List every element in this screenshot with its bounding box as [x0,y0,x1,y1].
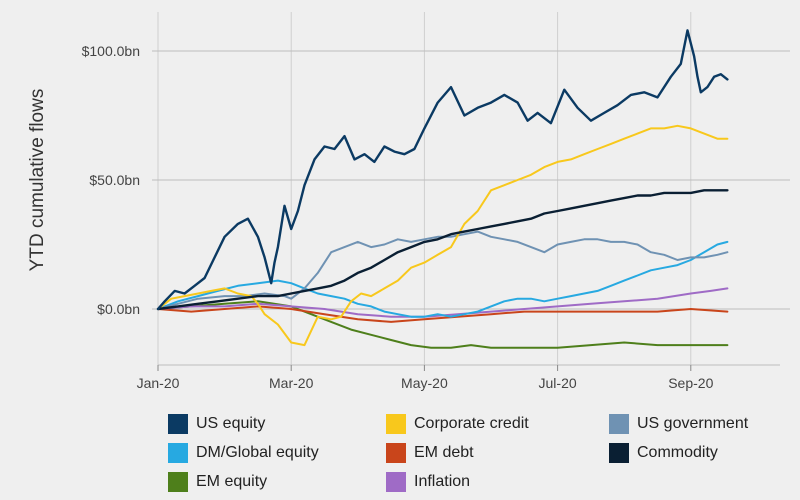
y-tick-label: $50.0bn [89,172,140,188]
legend-label: Corporate credit [414,415,529,432]
series-line-dm-global-equity [157,240,729,318]
legend-label: DM/Global equity [196,444,319,461]
series-lines [156,29,729,349]
series-line-em-equity [157,300,729,349]
series-line-us-equity [156,29,729,311]
series-line-em-debt [157,305,729,323]
legend-swatch [386,443,406,463]
legend-swatch [609,414,629,434]
y-tick-label: $0.0bn [97,301,140,317]
x-tick-label: May-20 [401,375,448,391]
legend-swatch [168,472,188,492]
legend-label: Commodity [637,444,718,461]
legend-item-em-debt[interactable]: EM debt [386,443,474,463]
legend-item-inflation[interactable]: Inflation [386,472,470,492]
gridlines [152,12,790,366]
x-tick-label: Sep-20 [668,375,713,391]
series-line-commodity [156,189,729,311]
legend-item-us-equity[interactable]: US equity [168,414,265,434]
legend-swatch [386,472,406,492]
legend-label: US equity [196,415,266,432]
legend-label: EM equity [196,473,268,490]
axis-ticks: Jan-20 Mar-20 May-20 Jul-20 Sep-20 $100.0bn $5… [82,43,714,391]
legend-item-corporate-credit[interactable]: Corporate credit [386,414,529,434]
series-line-us-government [157,230,729,310]
legend-swatch [609,443,629,463]
legend-label: US government [637,415,749,432]
series-line-corporate-credit [157,124,729,347]
legend-item-em-equity[interactable]: EM equity [168,472,267,492]
legend-swatch [168,414,188,434]
legend: US equity Corporate credit US government… [168,410,788,500]
legend-item-us-government[interactable]: US government [609,414,748,434]
legend-item-dm-global-equity[interactable]: DM/Global equity [168,443,319,463]
y-axis-title: YTD cumulative flows [27,88,48,272]
legend-item-commodity[interactable]: Commodity [609,443,718,463]
legend-swatch [168,443,188,463]
y-tick-label: $100.0bn [82,43,140,59]
x-tick-label: Jul-20 [539,375,577,391]
x-tick-label: Jan-20 [137,375,180,391]
legend-swatch [386,414,406,434]
legend-label: Inflation [414,473,471,490]
legend-label: EM debt [414,444,474,461]
x-tick-label: Mar-20 [269,375,314,391]
